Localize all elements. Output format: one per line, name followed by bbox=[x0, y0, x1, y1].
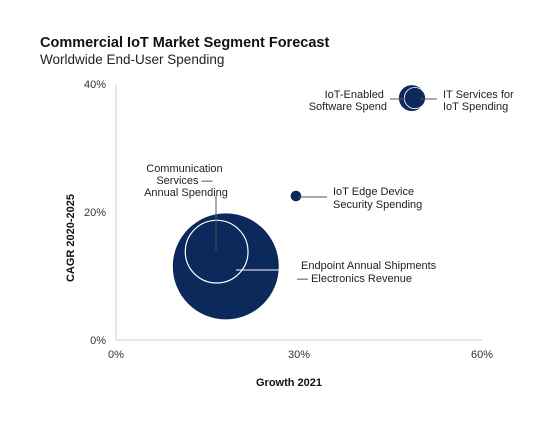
chart-subtitle: Worldwide End-User Spending bbox=[40, 52, 225, 67]
annotation-line: — Electronics Revenue bbox=[297, 273, 412, 285]
annotation-communication-services: Communication Services — Annual Spending bbox=[144, 163, 228, 199]
bubbles bbox=[172, 85, 426, 320]
x-tick-label: 60% bbox=[471, 349, 493, 361]
annotation-line: Annual Spending bbox=[144, 187, 228, 199]
y-axis-title: CAGR 2020-2025 bbox=[65, 194, 77, 282]
y-tick-label: 20% bbox=[84, 207, 106, 219]
annotation-edge-security: IoT Edge Device Security Spending bbox=[333, 186, 422, 211]
annotation-line: Software Spend bbox=[309, 101, 387, 113]
chart-title: Commercial IoT Market Segment Forecast bbox=[40, 35, 330, 51]
annotation-line: IoT Edge Device bbox=[333, 186, 414, 198]
x-axis-title: Growth 2021 bbox=[256, 377, 322, 389]
annotation-line: IoT-Enabled bbox=[325, 89, 384, 101]
annotation-line: Communication bbox=[146, 163, 222, 175]
annotation-line: Services — bbox=[156, 175, 212, 187]
x-tick-label: 0% bbox=[108, 349, 124, 361]
annotation-line: Endpoint Annual Shipments bbox=[301, 260, 437, 272]
annotation-line: Security Spending bbox=[333, 199, 422, 211]
annotations: Communication Services — Annual Spending… bbox=[144, 89, 517, 285]
bubble-point bbox=[290, 190, 302, 202]
y-tick-label: 0% bbox=[90, 335, 106, 347]
bubble-point bbox=[403, 87, 426, 110]
bubble-point bbox=[184, 219, 249, 284]
annotation-software-spend: IoT-Enabled Software Spend bbox=[309, 89, 387, 113]
tick-labels: 0% 30% 60% 0% 20% 40% bbox=[84, 79, 493, 361]
annotation-line: IT Services for bbox=[443, 89, 514, 101]
y-tick-label: 40% bbox=[84, 79, 106, 91]
axes bbox=[115, 84, 482, 341]
bubble-point bbox=[172, 213, 279, 320]
annotation-it-services: IT Services for IoT Spending bbox=[443, 89, 517, 113]
x-tick-label: 30% bbox=[288, 349, 310, 361]
annotation-line: IoT Spending bbox=[443, 101, 508, 113]
annotation-endpoint: Endpoint Annual Shipments — Electronics … bbox=[297, 260, 439, 285]
